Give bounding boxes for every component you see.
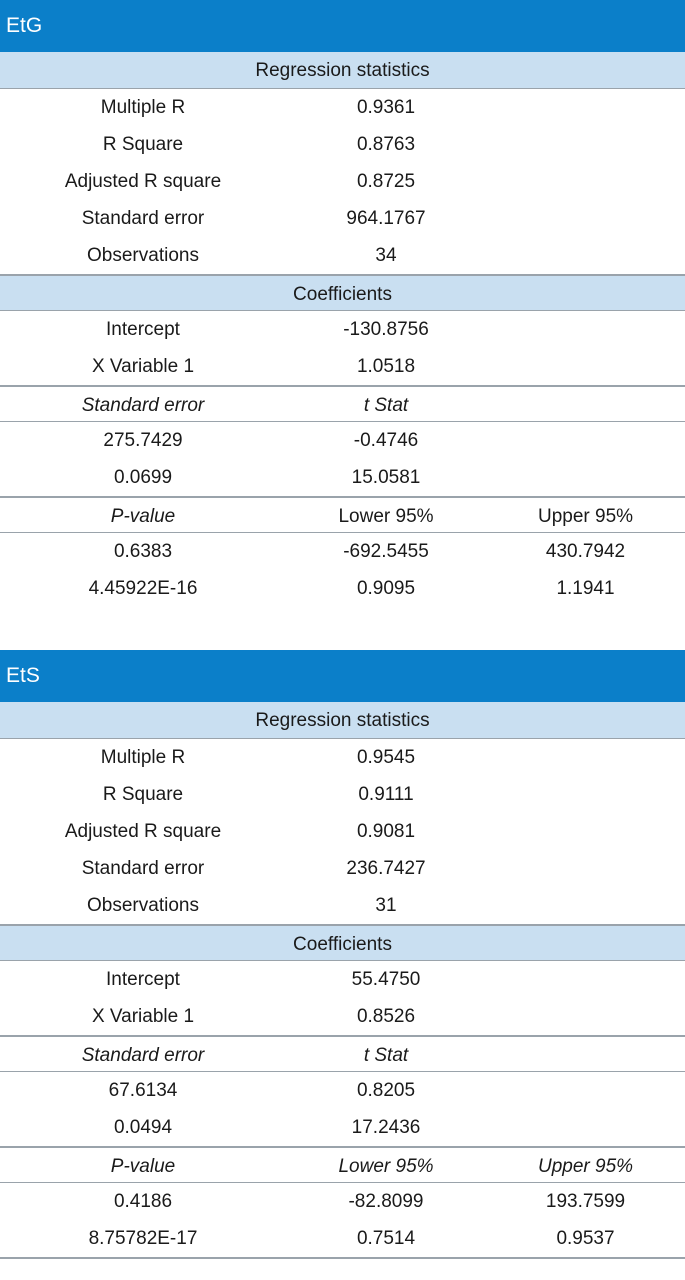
coefficient-row: X Variable 1 1.0518 (0, 348, 685, 385)
cell: 0.0699 (113, 467, 173, 488)
stat-row: Standard error 964.1767 (0, 200, 685, 237)
stat-value: 0.9545 (356, 747, 416, 768)
cell: 8.75782E-17 (88, 1228, 198, 1249)
column-header: t Stat (363, 1045, 409, 1066)
coefficient-row: X Variable 1 0.8526 (0, 998, 685, 1035)
stat-label: Standard error (81, 208, 205, 229)
cell: 0.6383 (113, 541, 173, 562)
column-header: Standard error (81, 1045, 205, 1066)
cell: 0.0494 (113, 1117, 173, 1138)
stat-value: 964.1767 (346, 208, 426, 229)
coefficient-value: -130.8756 (343, 319, 429, 340)
stat-row: R Square 0.8763 (0, 126, 685, 163)
coefficients-header: Coefficients (0, 274, 685, 311)
stat-value: 0.9081 (356, 821, 416, 842)
standard-error-row: 275.7429 -0.4746 (0, 422, 685, 459)
table-title: EtS (0, 650, 685, 702)
cell: 193.7599 (545, 1191, 626, 1212)
stat-row: R Square 0.9111 (0, 776, 685, 813)
p-value-header: P-value Lower 95% Upper 95% (0, 1146, 685, 1183)
stat-row: Adjusted R square 0.8725 (0, 163, 685, 200)
cell: 1.1941 (556, 578, 615, 599)
stat-row: Observations 34 (0, 237, 685, 274)
stat-value: 0.9111 (358, 784, 414, 805)
column-header: Lower 95% (338, 1156, 434, 1177)
stat-label: R Square (102, 784, 184, 805)
p-value-row: 4.45922E-16 0.9095 1.1941 (0, 570, 685, 607)
standard-error-header: Standard error t Stat (0, 1035, 685, 1072)
ets-regression-table: EtS Regression statistics Multiple R 0.9… (0, 650, 685, 1259)
coefficient-value: 1.0518 (356, 356, 416, 377)
cell: 67.6134 (108, 1080, 178, 1101)
cell: 0.9095 (356, 578, 416, 599)
table-bottom-rule (0, 1257, 685, 1259)
standard-error-header: Standard error t Stat (0, 385, 685, 422)
column-header: P-value (110, 506, 176, 527)
standard-error-row: 0.0699 15.0581 (0, 459, 685, 496)
stat-value: 236.7427 (346, 858, 426, 879)
coefficient-value: 0.8526 (356, 1006, 416, 1027)
p-value-row: 0.4186 -82.8099 193.7599 (0, 1183, 685, 1220)
cell: 0.9537 (556, 1228, 615, 1249)
regression-statistics-header: Regression statistics (0, 52, 685, 89)
stat-row: Multiple R 0.9545 (0, 739, 685, 776)
stat-value: 0.9361 (356, 97, 416, 118)
stat-row: Standard error 236.7427 (0, 850, 685, 887)
standard-error-row: 0.0494 17.2436 (0, 1109, 685, 1146)
cell: 0.4186 (113, 1191, 173, 1212)
coefficient-label: Intercept (106, 319, 180, 340)
cell: 0.8205 (356, 1080, 416, 1101)
coefficient-label: X Variable 1 (91, 1006, 195, 1027)
stat-label: Multiple R (100, 747, 186, 768)
coefficient-label: Intercept (106, 969, 180, 990)
p-value-row: 8.75782E-17 0.7514 0.9537 (0, 1220, 685, 1257)
stat-label: Adjusted R square (64, 821, 222, 842)
cell: 15.0581 (351, 467, 421, 488)
stat-label: R Square (102, 134, 184, 155)
cell: -0.4746 (353, 430, 419, 451)
column-header: t Stat (363, 395, 409, 416)
stat-row: Observations 31 (0, 887, 685, 924)
stat-value: 34 (375, 245, 397, 266)
stat-value: 0.8763 (356, 134, 416, 155)
regression-statistics-header: Regression statistics (0, 702, 685, 739)
stat-label: Observations (87, 245, 199, 266)
stat-label: Standard error (81, 858, 205, 879)
coefficient-value: 55.4750 (351, 969, 421, 990)
column-header: Upper 95% (537, 506, 634, 527)
column-header: P-value (110, 1156, 176, 1177)
table-title: EtG (0, 0, 685, 52)
column-header: Upper 95% (537, 1156, 634, 1177)
p-value-header: P-value Lower 95% Upper 95% (0, 496, 685, 533)
stat-value: 31 (375, 895, 397, 916)
cell: 430.7942 (545, 541, 626, 562)
stat-row: Multiple R 0.9361 (0, 89, 685, 126)
stat-row: Adjusted R square 0.9081 (0, 813, 685, 850)
column-header: Lower 95% (338, 506, 434, 527)
cell: 4.45922E-16 (88, 578, 198, 599)
stat-value: 0.8725 (356, 171, 416, 192)
cell: 0.7514 (356, 1228, 416, 1249)
cell: -692.5455 (343, 541, 429, 562)
cell: 275.7429 (103, 430, 183, 451)
p-value-row: 0.6383 -692.5455 430.7942 (0, 533, 685, 570)
coefficient-row: Intercept 55.4750 (0, 961, 685, 998)
cell: -82.8099 (348, 1191, 424, 1212)
stat-label: Adjusted R square (64, 171, 222, 192)
etg-regression-table: EtG Regression statistics Multiple R 0.9… (0, 0, 685, 607)
cell: 17.2436 (351, 1117, 421, 1138)
column-header: Standard error (81, 395, 205, 416)
stat-label: Multiple R (100, 97, 186, 118)
standard-error-row: 67.6134 0.8205 (0, 1072, 685, 1109)
coefficients-header: Coefficients (0, 924, 685, 961)
coefficient-row: Intercept -130.8756 (0, 311, 685, 348)
coefficient-label: X Variable 1 (91, 356, 195, 377)
stat-label: Observations (87, 895, 199, 916)
